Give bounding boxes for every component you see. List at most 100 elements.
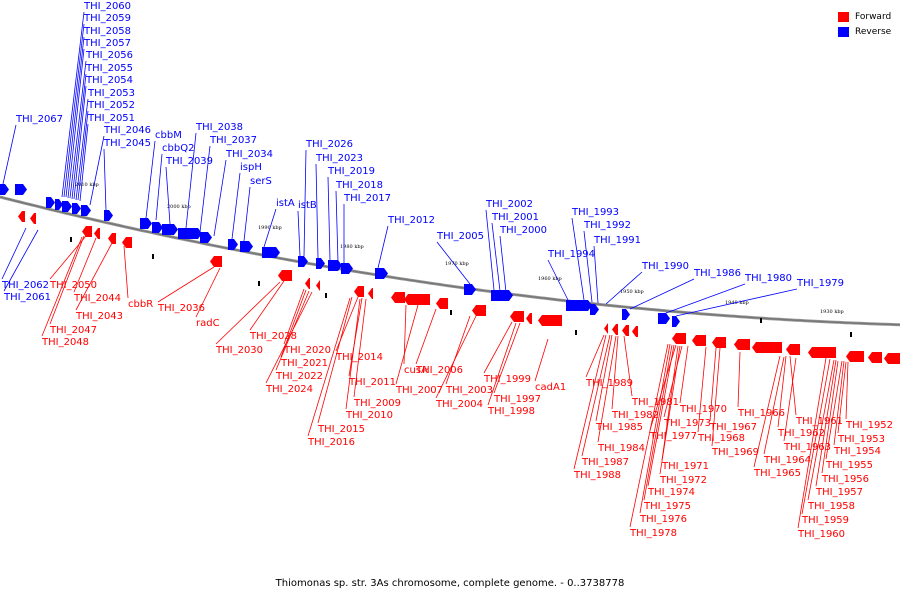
reverse-gene bbox=[464, 284, 476, 295]
forward-gene-label: THI_2047 bbox=[49, 325, 97, 336]
forward-gene-label: THI_1969 bbox=[711, 447, 759, 458]
forward-gene bbox=[868, 352, 882, 363]
forward-label-leader bbox=[815, 359, 837, 487]
scale-tick-label: 1970 kbp bbox=[445, 261, 469, 267]
forward-gene bbox=[210, 256, 222, 267]
forward-gene-label: THI_1998 bbox=[487, 406, 535, 417]
forward-label-leader bbox=[709, 347, 717, 422]
reverse-label-leader bbox=[377, 225, 389, 269]
forward-gene bbox=[712, 337, 726, 348]
reverse-gene-label: THI_2054 bbox=[85, 75, 133, 86]
reverse-label-leader bbox=[65, 36, 85, 198]
reverse-label-leader bbox=[79, 123, 89, 202]
forward-label-leader bbox=[797, 357, 827, 529]
forward-gene bbox=[436, 298, 448, 309]
reverse-gene bbox=[0, 184, 9, 195]
forward-label-leader bbox=[573, 334, 607, 470]
reverse-gene-label: ispH bbox=[240, 162, 262, 173]
position-marker bbox=[325, 293, 327, 298]
forward-gene-label: THI_1973 bbox=[663, 418, 711, 429]
forward-gene-label: THI_2024 bbox=[265, 384, 313, 395]
forward-gene-label: THI_1970 bbox=[679, 404, 727, 415]
forward-label-leader bbox=[763, 356, 785, 455]
forward-gene-label: THI_1965 bbox=[753, 468, 801, 479]
position-marker bbox=[70, 237, 72, 242]
forward-gene-label: THI_2048 bbox=[41, 337, 89, 348]
forward-gene bbox=[604, 323, 608, 334]
legend-item-reverse: Reverse bbox=[838, 24, 891, 39]
scale-tick-label: 2000 kbp bbox=[167, 204, 191, 210]
reverse-gene-label: istB bbox=[298, 200, 317, 211]
forward-label-leader bbox=[317, 296, 353, 424]
map-caption: Thiomonas sp. str. 3As chromosome, compl… bbox=[275, 578, 625, 589]
reverse-label-leader bbox=[165, 166, 171, 225]
forward-label-leader bbox=[661, 345, 679, 461]
scale-tick-label: 1940 kbp bbox=[725, 300, 749, 306]
forward-gene-label: THI_2028 bbox=[249, 331, 297, 342]
forward-gene-label: cbbR bbox=[128, 299, 153, 310]
forward-label-leader bbox=[157, 266, 215, 303]
scale-tick-label: 1930 kbp bbox=[820, 309, 844, 315]
forward-label-leader bbox=[445, 315, 471, 385]
reverse-gene-label: THI_2046 bbox=[103, 125, 151, 136]
reverse-gene bbox=[200, 232, 212, 243]
forward-label-leader bbox=[647, 344, 675, 487]
forward-gene bbox=[404, 294, 430, 305]
reverse-gene bbox=[316, 258, 325, 269]
position-marker bbox=[152, 254, 154, 259]
forward-gene-label: THI_2003 bbox=[445, 385, 493, 396]
forward-label-leader bbox=[307, 297, 351, 437]
reverse-label-leader bbox=[185, 132, 197, 229]
forward-gene-label: THI_2022 bbox=[275, 371, 323, 382]
forward-label-leader bbox=[597, 335, 617, 443]
reverse-gene-label: THI_2019 bbox=[327, 166, 375, 177]
reverse-gene-label: THI_2061 bbox=[3, 292, 51, 303]
forward-gene bbox=[18, 211, 25, 222]
forward-label-leader bbox=[845, 361, 849, 420]
reverse-label-leader bbox=[629, 278, 695, 310]
reverse-gene bbox=[104, 210, 113, 221]
reverse-label-leader bbox=[485, 209, 495, 291]
reverse-label-leader bbox=[315, 163, 319, 259]
scale-tick-label: 1960 kbp bbox=[538, 276, 562, 282]
reverse-label-leader bbox=[145, 140, 156, 219]
reverse-gene bbox=[178, 228, 202, 239]
reverse-label-leader bbox=[436, 241, 471, 285]
forward-gene-label: THI_1988 bbox=[573, 470, 621, 481]
forward-label-leader bbox=[265, 291, 313, 384]
forward-gene-label: THI_1978 bbox=[629, 528, 677, 539]
reverse-gene bbox=[375, 268, 388, 279]
reverse-gene bbox=[228, 239, 238, 250]
forward-gene-label: THI_1966 bbox=[737, 408, 785, 419]
forward-label-leader bbox=[345, 298, 361, 410]
reverse-gene bbox=[658, 313, 670, 324]
forward-label-leader bbox=[493, 322, 521, 394]
reverse-gene-label: THI_2018 bbox=[335, 180, 383, 191]
position-marker bbox=[575, 330, 577, 335]
forward-gene bbox=[368, 288, 373, 299]
reverse-gene-label: THI_2005 bbox=[436, 231, 484, 242]
reverse-gene bbox=[240, 241, 253, 252]
reverse-gene bbox=[328, 260, 342, 271]
reverse-gene-label: THI_1990 bbox=[641, 261, 689, 272]
forward-gene bbox=[622, 325, 629, 336]
forward-label-leader bbox=[123, 245, 129, 299]
reverse-label-leader bbox=[491, 222, 501, 292]
reverse-label-leader bbox=[2, 124, 17, 185]
reverse-gene-label: THI_1980 bbox=[744, 273, 792, 284]
forward-gene-label: THI_1997 bbox=[493, 394, 541, 405]
forward-gene bbox=[884, 353, 900, 364]
forward-gene-label: THI_1971 bbox=[661, 461, 709, 472]
reverse-label-leader bbox=[69, 60, 87, 199]
reverse-gene-label: THI_2023 bbox=[315, 153, 363, 164]
forward-label-leader bbox=[825, 360, 843, 460]
forward-label-leader bbox=[639, 343, 671, 514]
reverse-label-leader bbox=[1, 227, 27, 280]
forward-gene-label: THI_2010 bbox=[345, 410, 393, 421]
forward-label-leader bbox=[534, 338, 549, 382]
reverse-label-leader bbox=[77, 110, 89, 201]
reverse-gene-label: THI_1986 bbox=[693, 268, 741, 279]
reverse-gene-label: THI_2039 bbox=[165, 156, 213, 167]
forward-gene bbox=[316, 280, 320, 291]
position-marker bbox=[850, 332, 852, 337]
